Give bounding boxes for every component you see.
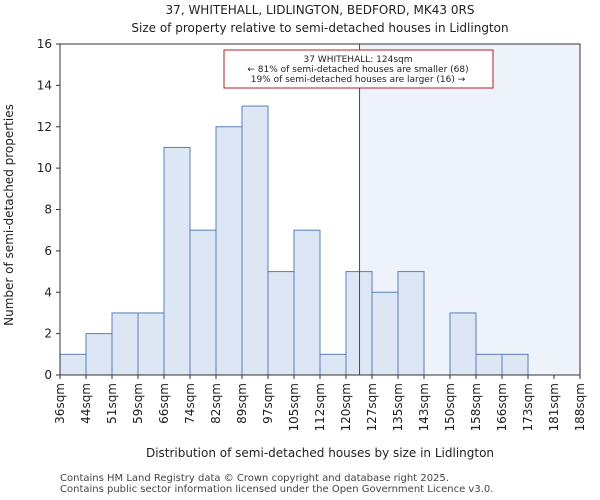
- x-tick-label: 181sqm: [547, 383, 561, 431]
- x-tick-label: 120sqm: [339, 383, 353, 431]
- bar: [267, 271, 295, 376]
- bar: [319, 353, 347, 376]
- x-axis-label: Distribution of semi-detached houses by …: [146, 446, 494, 460]
- x-tick-label: 188sqm: [573, 383, 587, 431]
- footer-line2: Contains public sector information licen…: [60, 484, 494, 495]
- bar: [241, 105, 269, 376]
- bar: [293, 229, 321, 376]
- bar: [111, 312, 139, 376]
- x-tick-label: 143sqm: [417, 383, 431, 431]
- bar: [189, 229, 217, 376]
- bar: [345, 271, 373, 376]
- x-tick-label: 44sqm: [79, 383, 93, 424]
- chart-subtitle: Size of property relative to semi-detach…: [131, 21, 508, 35]
- y-tick-label: 16: [37, 37, 52, 51]
- x-tick-label: 89sqm: [235, 383, 249, 424]
- bar: [397, 271, 425, 376]
- bar: [371, 291, 399, 376]
- bar: [449, 312, 477, 376]
- x-tick-label: 74sqm: [183, 383, 197, 424]
- histogram-chart: 37, WHITEHALL, LIDLINGTON, BEDFORD, MK43…: [2, 3, 587, 460]
- footer-line1: Contains HM Land Registry data © Crown c…: [60, 473, 449, 484]
- y-tick-label: 4: [44, 285, 52, 299]
- bar: [215, 126, 243, 376]
- y-tick-label: 10: [37, 161, 52, 175]
- bar: [163, 146, 191, 376]
- x-tick-label: 105sqm: [287, 383, 301, 431]
- annotation-line2: ← 81% of semi-detached houses are smalle…: [247, 65, 468, 75]
- footer: Contains HM Land Registry data © Crown c…: [60, 473, 493, 495]
- x-tick-label: 66sqm: [157, 383, 171, 424]
- y-tick-label: 6: [44, 244, 52, 258]
- x-tick-label: 51sqm: [105, 383, 119, 424]
- annotation-box: 37 WHITEHALL: 124sqm ← 81% of semi-detac…: [223, 49, 494, 89]
- y-tick-label: 12: [37, 120, 52, 134]
- x-tick-label: 36sqm: [53, 383, 67, 424]
- bar: [59, 353, 87, 376]
- bar: [501, 353, 529, 376]
- x-tick-label: 59sqm: [131, 383, 145, 424]
- annotation-border: [223, 49, 494, 89]
- y-tick-label: 14: [37, 78, 52, 92]
- y-tick-label: 0: [44, 368, 52, 382]
- x-axis: 36sqm 44sqm 51sqm 59sqm 66sqm 74sqm 82sqm 89sqm…: [53, 375, 587, 431]
- bar: [137, 312, 165, 376]
- x-tick-label: 150sqm: [443, 383, 457, 431]
- x-tick-label: 112sqm: [313, 383, 327, 431]
- x-tick-label: 127sqm: [365, 383, 379, 431]
- x-tick-label: 166sqm: [495, 383, 509, 431]
- bar: [475, 353, 503, 376]
- x-tick-label: 82sqm: [209, 383, 223, 424]
- x-tick-label: 97sqm: [261, 383, 275, 424]
- x-tick-label: 158sqm: [469, 383, 483, 431]
- chart-title: 37, WHITEHALL, LIDLINGTON, BEDFORD, MK43…: [166, 3, 475, 17]
- x-tick-label: 173sqm: [521, 383, 535, 431]
- bar: [85, 333, 113, 376]
- x-tick-label: 135sqm: [391, 383, 405, 431]
- y-tick-label: 8: [44, 203, 52, 217]
- y-axis: 0 2 4 6 8 10 12 14 16: [37, 37, 60, 382]
- annotation-line1: 37 WHITEHALL: 124sqm: [303, 55, 412, 65]
- bars-group: [59, 105, 529, 376]
- y-axis-label: Number of semi-detached properties: [2, 104, 16, 326]
- annotation-line3: 19% of semi-detached houses are larger (…: [251, 75, 466, 85]
- y-tick-label: 2: [44, 327, 52, 341]
